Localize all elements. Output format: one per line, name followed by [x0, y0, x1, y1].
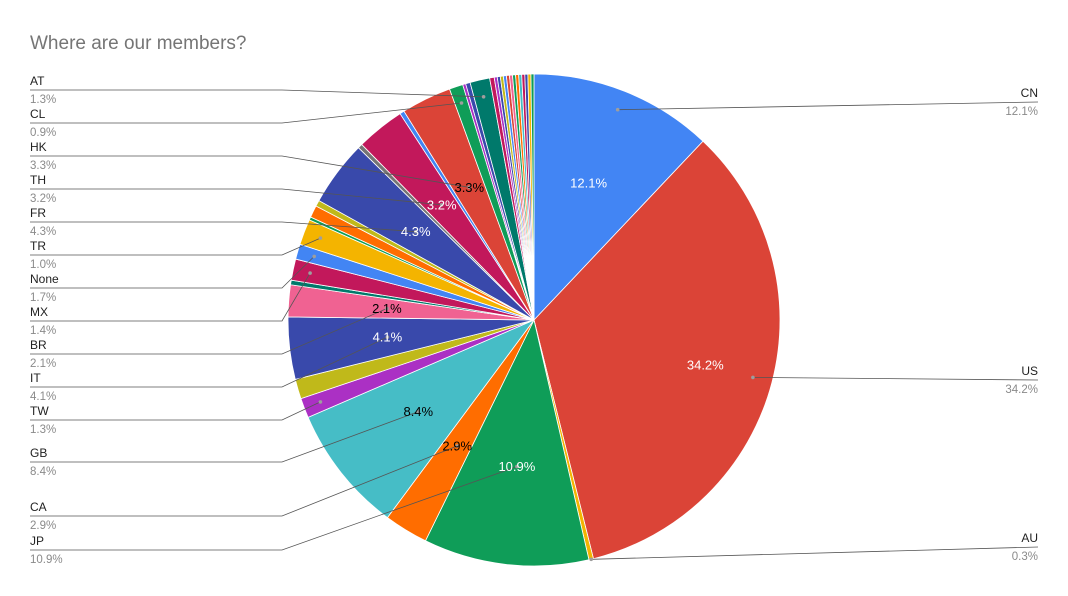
callout-dot — [318, 400, 323, 404]
legend-percent: 0.3% — [1012, 551, 1038, 563]
slice-value-label: 3.3% — [454, 180, 484, 195]
callout-line — [591, 546, 1039, 560]
slice-value-label: 2.9% — [442, 439, 472, 454]
callout-line — [30, 308, 388, 355]
callout-dot — [413, 229, 418, 234]
callout-line — [30, 256, 315, 289]
legend-label-gb: GB — [30, 446, 47, 460]
callout-dot — [467, 185, 472, 190]
legend-label-it: IT — [30, 371, 41, 385]
callout-line — [30, 155, 470, 188]
callout-dot — [308, 271, 312, 275]
callout-line — [30, 102, 462, 124]
pie-slice-39 — [530, 73, 535, 321]
callout-lines — [30, 89, 1039, 562]
callout-dot — [312, 254, 317, 259]
slice-value-label: 34.2% — [687, 357, 724, 372]
callout-line — [30, 401, 321, 421]
outer-labels: AT1.3%CL0.9%HK3.3%TH3.2%FR4.3%TR1.0%None… — [30, 74, 1038, 566]
callout-dot — [439, 203, 444, 207]
legend-label-br: BR — [30, 338, 47, 352]
slice-value-label: 2.1% — [372, 301, 402, 316]
legend-percent: 8.4% — [30, 466, 56, 478]
legend-percent: 1.3% — [30, 424, 56, 436]
legend-label-us: US — [1021, 364, 1038, 378]
callout-line — [30, 336, 388, 388]
legend-label-at: AT — [30, 74, 45, 88]
callout-dot — [385, 335, 390, 339]
callout-line — [617, 101, 1039, 111]
callout-line — [30, 237, 321, 256]
slice-value-label: 4.1% — [373, 330, 403, 345]
legend-percent: 1.3% — [30, 94, 56, 106]
callout-dot — [615, 107, 620, 112]
legend-percent: 2.9% — [30, 520, 56, 532]
callout-dot — [455, 444, 460, 448]
slice-value-label: 8.4% — [403, 404, 433, 419]
callout-line — [30, 272, 311, 322]
callout-dot — [481, 95, 486, 99]
legend-percent: 12.1% — [1005, 106, 1038, 118]
legend-label-none: None — [30, 272, 59, 286]
legend-percent: 4.3% — [30, 226, 56, 238]
callout-dot — [459, 101, 464, 105]
legend-percent: 1.0% — [30, 259, 56, 271]
legend-percent: 3.3% — [30, 160, 56, 172]
legend-label-ca: CA — [30, 500, 47, 514]
callout-line — [30, 466, 518, 551]
slice-value-label: 3.2% — [427, 197, 457, 212]
legend-percent: 34.2% — [1005, 384, 1038, 396]
callout-dot — [416, 409, 421, 414]
legend-percent: 10.9% — [30, 554, 63, 566]
slice-value-label: 12.1% — [570, 175, 607, 190]
legend-label-cn: CN — [1021, 86, 1038, 100]
legend-label-fr: FR — [30, 206, 46, 220]
callout-dot — [515, 464, 519, 469]
callout-dot — [589, 557, 593, 562]
callout-line — [30, 221, 416, 233]
legend-label-cl: CL — [30, 107, 46, 121]
callout-dot — [751, 375, 755, 380]
legend-percent: 1.4% — [30, 325, 56, 337]
legend-percent: 4.1% — [30, 391, 56, 403]
callout-line — [752, 377, 1039, 381]
pie-slice-us — [533, 140, 781, 560]
legend-label-mx: MX — [30, 305, 48, 319]
legend-label-hk: HK — [30, 140, 47, 154]
callout-line — [30, 411, 419, 463]
pie-slice-cn — [533, 73, 704, 322]
legend-label-th: TH — [30, 173, 46, 187]
slice-value-label: 10.9% — [498, 459, 535, 474]
chart-title: Where are our members? — [30, 33, 246, 54]
legend-percent: 1.7% — [30, 292, 56, 304]
slice-value-label: 4.3% — [401, 224, 431, 239]
callout-line — [30, 188, 442, 206]
callout-line — [30, 445, 458, 517]
callout-dot — [385, 306, 389, 311]
callout-dot — [318, 236, 323, 240]
pie-slice-gb — [307, 319, 536, 519]
legend-percent: 2.1% — [30, 358, 56, 370]
pie-slice-jp — [424, 318, 590, 567]
legend-percent: 0.9% — [30, 127, 56, 139]
legend-label-jp: JP — [30, 534, 44, 548]
legend-label-tr: TR — [30, 239, 46, 253]
slice-labels: 12.1% 34.2% 10.9% 2.9% 8.4% 4.1% 2.1% 4.3% 3.2% 3… — [372, 175, 724, 474]
legend-label-au: AU — [1021, 531, 1038, 545]
callout-line — [30, 89, 484, 98]
legend-label-tw: TW — [30, 404, 49, 418]
legend-percent: 3.2% — [30, 193, 56, 205]
pie-slices — [287, 73, 781, 567]
